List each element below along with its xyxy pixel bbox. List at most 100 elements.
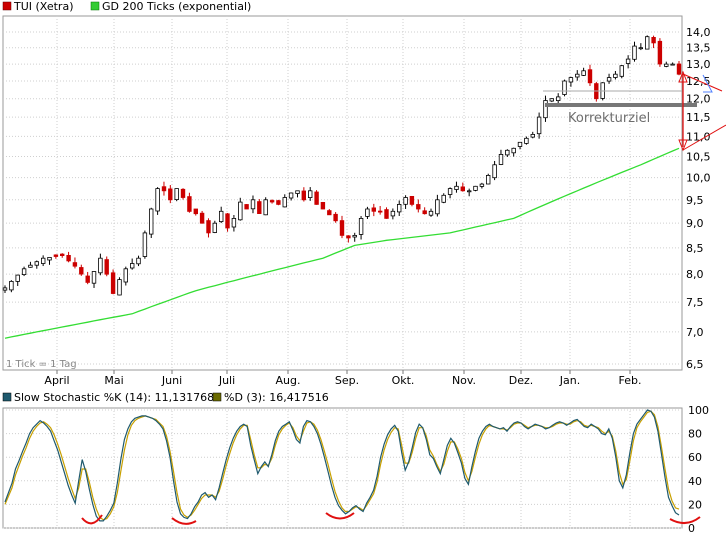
candle-body [676, 63, 682, 75]
candle-body [327, 210, 332, 216]
candle-body [371, 207, 376, 212]
legend-d: %D (3): 16,417516 [224, 391, 329, 404]
candle-body [403, 197, 408, 205]
price-y-tick-label: 8,0 [686, 268, 704, 281]
candle-body [257, 201, 262, 215]
candle-body [613, 73, 618, 78]
stoch-y-tick-label: 0 [688, 522, 695, 535]
stoch-y-tick-label: 60 [688, 451, 702, 464]
stochastic-lines [4, 409, 680, 522]
candle-body [651, 37, 656, 44]
candle-body [123, 268, 128, 283]
candle-body [148, 208, 154, 235]
price-plot-area [2, 15, 683, 371]
candle-body [524, 137, 529, 144]
candle-body [409, 195, 415, 205]
annotations: Korrekturziel [543, 70, 726, 152]
price-y-tick-label: 12,0 [686, 93, 711, 106]
candle-body [206, 220, 211, 234]
stochastic-panel: 0 20 40 60 80 100 [2, 404, 709, 535]
candlesticks [2, 35, 682, 296]
candle-body [218, 210, 224, 223]
candle-body [422, 210, 427, 215]
price-x-tick-label: Nov. [452, 374, 476, 387]
legend-k: Slow Stochastic %K (14): 11,131768 [14, 391, 214, 404]
candle-body [212, 222, 217, 233]
price-panel: 6,5 7,0 7,5 8,0 8,5 9,0 9,5 10,0 10,5 11,0 11,5 12,… [2, 15, 726, 387]
price-y-axis: 6,5 7,0 7,5 8,0 8,5 9,0 9,5 10,0 10,5 11,0 11,5 12,… [686, 26, 711, 371]
candle-body [136, 257, 141, 265]
candle-body [447, 188, 453, 195]
candle-body [288, 192, 294, 199]
candle-body [441, 194, 446, 203]
candle-body [492, 164, 497, 179]
candle-body [645, 36, 650, 50]
stochastic-y-axis: 0 20 40 60 80 100 [688, 404, 709, 535]
legend-tui: TUI (Xetra) [13, 0, 73, 13]
candle-body [295, 190, 300, 194]
candle-body [72, 262, 78, 267]
candle-body [28, 264, 33, 268]
candle-body [556, 96, 561, 102]
candle-body [664, 63, 669, 67]
candle-body [276, 200, 281, 205]
candle-body [632, 45, 637, 60]
candle-body [568, 77, 574, 83]
price-x-tick-label: Okt. [392, 374, 415, 387]
korrekturziel-label: Korrekturziel [568, 111, 650, 126]
candle-body [428, 210, 434, 216]
price-y-tick-label: 9,5 [686, 194, 704, 207]
candle-body [21, 268, 27, 275]
candle-body [199, 212, 205, 224]
candle-body [657, 40, 663, 65]
candle-body [346, 235, 351, 239]
moving-average-line [4, 147, 680, 339]
candle-body [66, 254, 71, 262]
price-y-tick-label: 9,0 [686, 217, 704, 230]
candle-body [517, 141, 523, 147]
candle-body [396, 203, 402, 213]
stochastic-legend: Slow Stochastic %K (14): 11,131768 %D (3… [2, 391, 329, 404]
candle-body [670, 63, 675, 66]
stoch-y-tick-label: 80 [688, 428, 702, 441]
price-y-tick-label: 11,0 [686, 130, 711, 143]
candle-body [250, 199, 256, 210]
candle-body [117, 279, 122, 296]
candle-body [47, 256, 52, 261]
candle-body [110, 272, 116, 294]
candle-body [549, 98, 554, 102]
price-y-tick-label: 14,0 [686, 26, 711, 39]
legend-swatch-d [212, 392, 222, 402]
low-mark-3 [325, 512, 355, 520]
low-mark-2 [171, 517, 197, 525]
stoch-y-tick-label: 40 [688, 475, 702, 488]
candle-body [79, 267, 84, 275]
candle-body [187, 196, 192, 212]
price-legend: TUI (Xetra) GD 200 Ticks (exponential) [2, 0, 251, 13]
candle-body [352, 234, 357, 238]
price-x-tick-label: Aug. [276, 374, 301, 387]
candle-body [466, 190, 472, 193]
candle-body [301, 190, 306, 201]
candle-body [129, 263, 135, 269]
candle-body [384, 209, 389, 219]
candle-body [416, 204, 421, 210]
candle-body [269, 200, 275, 203]
candle-body [142, 232, 148, 257]
trend-target-line [682, 124, 726, 151]
low-mark-1 [81, 514, 103, 525]
candle-body [91, 271, 97, 284]
arrow-head-up [678, 70, 688, 83]
candle-body [104, 259, 109, 275]
candle-body [498, 153, 504, 165]
candle-body [41, 257, 46, 264]
stoch-k-line [4, 409, 680, 522]
candle-body [575, 73, 580, 78]
stochastic-annotations [81, 512, 701, 525]
candle-body [9, 280, 14, 291]
candle-body [2, 287, 8, 291]
candle-body [365, 208, 370, 217]
candle-body [587, 69, 593, 84]
price-y-tick-label: 8,5 [686, 242, 704, 255]
price-x-tick-label: Feb. [619, 374, 642, 387]
